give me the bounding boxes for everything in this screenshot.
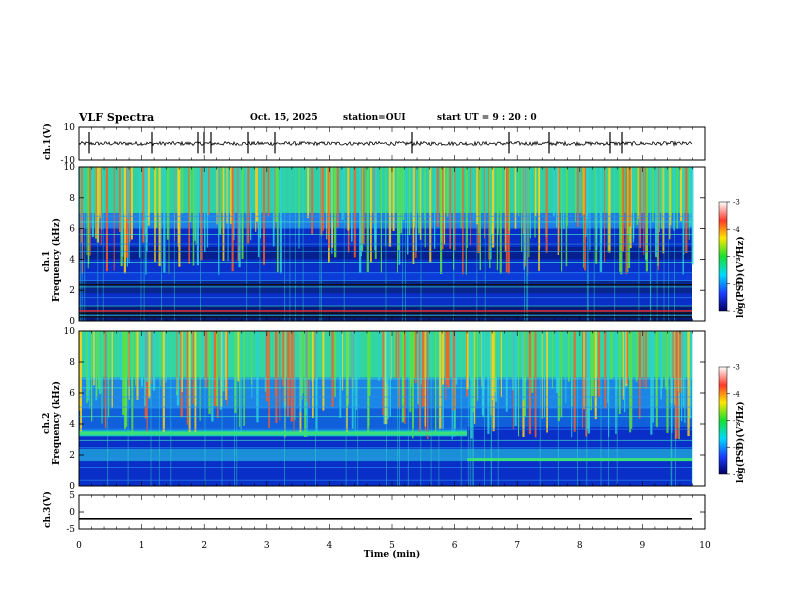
colorbar1-tick-label: -4	[733, 226, 740, 234]
ch1-spectrogram	[79, 167, 694, 321]
panel3-ytick-label: 6	[69, 389, 75, 399]
x-tick-label: 10	[699, 541, 711, 551]
x-tick-label: 2	[201, 541, 207, 551]
panel3-ytick-label: 2	[69, 451, 75, 461]
ch1-waveform-line	[78, 131, 693, 154]
panel2-ytick-label: 2	[69, 286, 75, 296]
x-tick-label: 9	[640, 541, 646, 551]
panel3-ytick-label: 4	[69, 420, 75, 430]
date-label: Oct. 15, 2025	[250, 113, 318, 123]
panel2-ytick-label: 4	[69, 255, 75, 265]
plot-title: VLF Spectra	[79, 111, 155, 124]
x-axis-label: Time (min)	[364, 549, 421, 560]
panel2-ytick-label: 6	[69, 225, 75, 235]
colorbar1-tick-label: -5	[733, 253, 740, 261]
ch3-waveform-panel	[78, 494, 706, 530]
colorbar1-tick-label: -6	[733, 280, 740, 288]
start-ut-label: start UT = 9 : 20 : 0	[437, 113, 537, 123]
panel1-ytick-label: 10	[64, 123, 76, 133]
colorbar2-tick-label: -6	[733, 444, 740, 452]
panel4-ytick-label: 5	[69, 491, 75, 501]
panel3-ytick-label: 8	[69, 358, 75, 368]
panel2-ytick-label: 8	[69, 194, 75, 204]
colorbar2-tick-label: -3	[733, 364, 740, 372]
colorbar1-tick-label: -7	[733, 308, 740, 316]
panel2-ytick-label: 0	[69, 317, 75, 327]
x-tick-label: 1	[139, 541, 145, 551]
x-tick-label: 3	[264, 541, 270, 551]
x-tick-label: 4	[327, 541, 333, 551]
x-tick-label: 6	[452, 541, 458, 551]
panel2-ytick-label: 10	[64, 163, 76, 173]
colorbar2	[718, 366, 728, 475]
colorbar1	[718, 201, 728, 312]
colorbar2-tick-label: -4	[733, 390, 740, 398]
colorbar2-tick-label: -7	[733, 471, 740, 479]
panel3-ytick-label: 0	[69, 482, 75, 492]
panel4-ytick-label: -5	[66, 525, 75, 535]
station-label: station=OUI	[343, 113, 406, 123]
panel4-ytick-label: 0	[69, 508, 75, 518]
x-tick-label: 8	[577, 541, 583, 551]
x-tick-label: 0	[76, 541, 82, 551]
colorbar2-tick-label: -5	[733, 417, 740, 425]
x-tick-label: 5	[389, 541, 395, 551]
colorbar1-tick-label: -3	[733, 199, 740, 207]
ch2-spectrogram	[79, 331, 693, 486]
panel3-ytick-label: 10	[64, 327, 76, 337]
x-tick-label: 7	[514, 541, 520, 551]
panel1-ytick-label: -10	[61, 156, 76, 166]
